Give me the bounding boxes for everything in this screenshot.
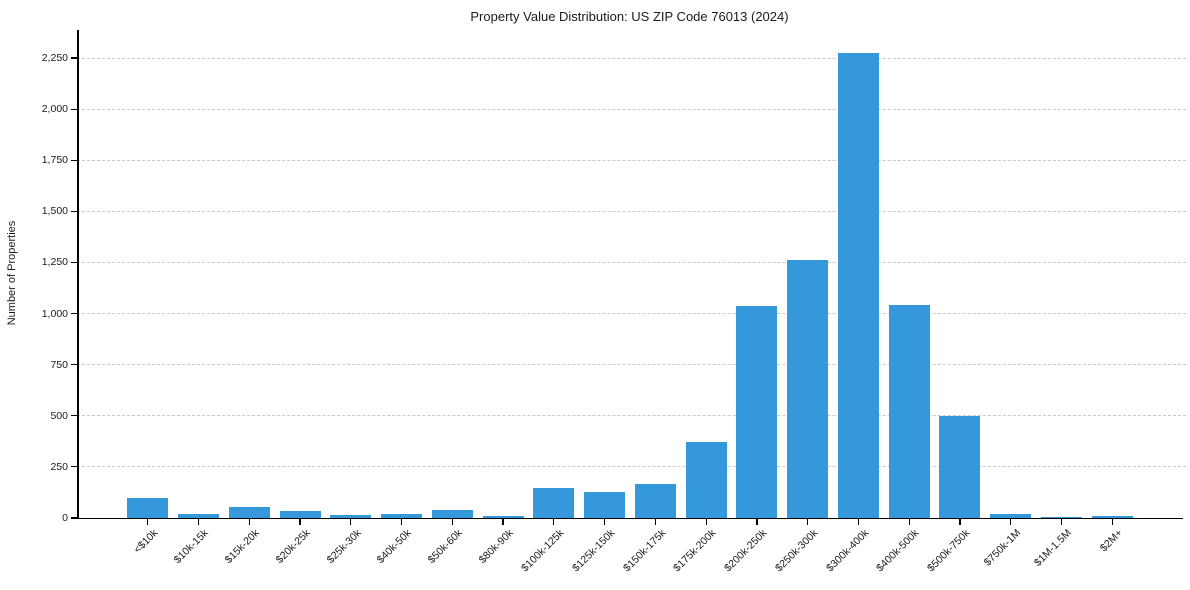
x-tick-label: $400k-500k bbox=[874, 527, 922, 575]
x-tick-mark bbox=[604, 519, 606, 525]
y-tick-label: 0 bbox=[62, 512, 68, 524]
x-tick-label: $175k-200k bbox=[671, 527, 719, 575]
x-tick-mark bbox=[248, 519, 250, 525]
bar bbox=[990, 513, 1032, 518]
x-tick-label: $50k-60k bbox=[425, 527, 465, 567]
x-tick-label: $500k-750k bbox=[925, 527, 973, 575]
y-tick-label: 750 bbox=[50, 358, 68, 371]
x-tick-mark bbox=[502, 519, 504, 525]
x-tick-mark bbox=[959, 519, 961, 525]
bar bbox=[177, 513, 219, 518]
y-gridline bbox=[77, 364, 1186, 366]
x-tick-label: $20k-25k bbox=[273, 527, 313, 567]
x-tick-label: $1M-1.5M bbox=[1032, 527, 1075, 569]
x-tick-mark bbox=[1111, 519, 1113, 525]
x-tick-mark bbox=[350, 519, 352, 525]
x-tick-label: $25k-30k bbox=[324, 527, 364, 567]
bar bbox=[634, 484, 676, 518]
x-tick-label: $2M+ bbox=[1097, 527, 1125, 555]
x-tick-mark bbox=[756, 519, 758, 525]
bar bbox=[1041, 516, 1083, 518]
bar bbox=[888, 305, 930, 518]
x-tick-label: $125k-150k bbox=[569, 527, 618, 575]
x-tick-label: $750k-1M bbox=[981, 527, 1024, 569]
x-tick-mark bbox=[908, 519, 910, 525]
x-tick-label: $200k-250k bbox=[722, 527, 770, 575]
bar bbox=[533, 488, 575, 518]
y-gridline bbox=[77, 108, 1186, 110]
y-tick-label: 1,000 bbox=[41, 307, 68, 320]
y-tick-mark bbox=[71, 159, 77, 161]
x-tick-mark bbox=[857, 519, 860, 525]
y-tick-label: 250 bbox=[50, 460, 68, 473]
x-tick-label: $300k-400k bbox=[823, 527, 871, 575]
x-tick-mark bbox=[654, 519, 656, 525]
x-tick-mark bbox=[400, 519, 403, 525]
y-tick-mark bbox=[71, 57, 77, 59]
bar bbox=[685, 442, 727, 518]
y-tick-mark bbox=[71, 210, 77, 212]
x-tick-label: $250k-300k bbox=[772, 527, 821, 575]
bar bbox=[736, 306, 778, 518]
y-tick-label: 2,250 bbox=[41, 52, 68, 64]
x-tick-label: $150k-175k bbox=[620, 527, 668, 575]
y-tick-mark bbox=[71, 415, 77, 417]
x-tick-mark bbox=[1060, 519, 1063, 525]
bar bbox=[939, 415, 981, 518]
y-gridline bbox=[77, 57, 1186, 59]
x-tick-mark bbox=[451, 519, 453, 525]
y-tick-mark bbox=[71, 108, 77, 110]
y-gridline bbox=[77, 261, 1186, 263]
y-gridline bbox=[77, 210, 1186, 212]
bar bbox=[1091, 515, 1133, 518]
y-tick-mark bbox=[71, 466, 77, 468]
y-tick-mark bbox=[71, 261, 77, 264]
y-gridline bbox=[77, 159, 1186, 161]
bar bbox=[228, 507, 270, 518]
chart-title: Property Value Distribution: US ZIP Code… bbox=[470, 9, 789, 24]
bar bbox=[482, 515, 524, 518]
y-tick-label: 1,750 bbox=[41, 154, 68, 167]
bar bbox=[381, 514, 423, 518]
x-tick-label: $80k-90k bbox=[476, 527, 516, 567]
x-tick-label: $10k-15k bbox=[171, 527, 211, 567]
x-tick-mark bbox=[147, 519, 149, 525]
x-tick-label: <$10k bbox=[131, 527, 161, 556]
bar bbox=[431, 509, 473, 518]
y-tick-label: 2,000 bbox=[41, 103, 68, 116]
x-tick-mark bbox=[553, 519, 555, 525]
bar bbox=[837, 52, 879, 518]
x-tick-mark bbox=[197, 519, 200, 525]
y-tick-mark bbox=[71, 517, 77, 519]
y-tick-label: 500 bbox=[50, 409, 68, 422]
x-tick-label: $40k-50k bbox=[374, 527, 415, 567]
y-tick-mark bbox=[71, 364, 77, 366]
y-tick-label: 1,500 bbox=[41, 205, 68, 218]
y-gridline bbox=[77, 415, 1186, 417]
bar bbox=[330, 515, 372, 518]
bar bbox=[584, 491, 626, 518]
x-tick-mark bbox=[807, 519, 809, 525]
bar bbox=[787, 260, 829, 518]
x-axis-spine bbox=[77, 517, 1183, 519]
bar bbox=[279, 511, 321, 518]
x-tick-label: $100k-125k bbox=[519, 527, 567, 575]
x-tick-mark bbox=[705, 519, 707, 525]
y-gridline bbox=[77, 313, 1186, 315]
y-gridline bbox=[77, 466, 1186, 468]
y-tick-label: 1,250 bbox=[41, 256, 68, 269]
y-tick-mark bbox=[71, 312, 77, 315]
bar bbox=[127, 497, 169, 518]
x-tick-label: $15k-20k bbox=[222, 527, 262, 567]
x-tick-mark bbox=[1010, 519, 1012, 525]
y-axis-spine bbox=[77, 30, 79, 519]
x-tick-mark bbox=[299, 519, 301, 525]
